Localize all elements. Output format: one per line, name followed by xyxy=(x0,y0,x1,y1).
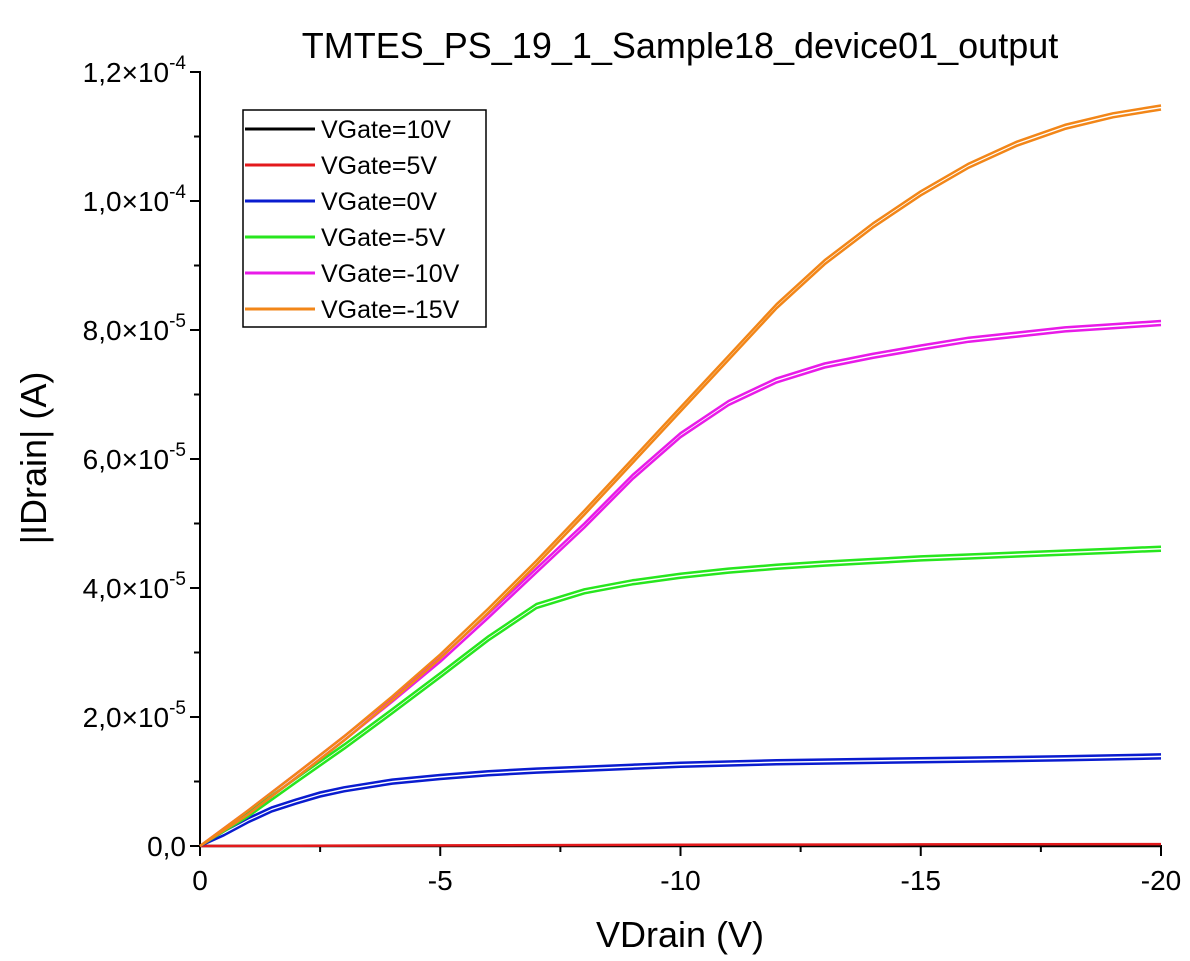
y-tick-label: 8,0×10-5 xyxy=(83,311,186,346)
x-tick-label: 0 xyxy=(192,865,208,896)
x-tick-label: -15 xyxy=(901,865,941,896)
series-line-return xyxy=(199,757,1162,848)
legend-label: VGate=10V xyxy=(321,116,451,144)
x-tick-label: -20 xyxy=(1141,865,1181,896)
y-tick-label: 0,0 xyxy=(147,831,186,862)
series-line-return xyxy=(199,108,1162,848)
chart-title: TMTES_PS_19_1_Sample18_device01_output xyxy=(302,25,1059,66)
y-tick-label: 1,0×10-4 xyxy=(83,182,187,217)
x-axis: 0 -5 -10 -15 -20 xyxy=(192,845,1181,896)
series-vgate-15v xyxy=(199,104,1162,848)
y-tick-label: 6,0×10-5 xyxy=(83,440,186,475)
series-line xyxy=(199,842,1162,848)
series-vgate-0v xyxy=(199,753,1162,848)
series-line xyxy=(199,545,1162,848)
legend-label: VGate=-5V xyxy=(321,224,446,252)
legend-label: VGate=-15V xyxy=(321,296,460,324)
x-axis-label: VDrain (V) xyxy=(596,914,764,955)
y-tick-label: 1,2×10-4 xyxy=(83,53,187,88)
x-tick-label: -5 xyxy=(428,865,453,896)
series-vgate-5v xyxy=(199,842,1162,848)
y-tick-label: 4,0×10-5 xyxy=(83,569,186,604)
y-axis: 0,0 2,0×10-5 4,0×10-5 6,0×10-5 8,0×10-5 1,0×1… xyxy=(83,53,201,862)
y-axis-label: |IDrain| (A) xyxy=(13,372,54,545)
series-vgate-5v xyxy=(199,545,1162,848)
legend-box xyxy=(242,109,487,328)
legend: VGate=10V VGate=5V VGate=0V VGate=-5V VGate=… xyxy=(242,109,487,328)
legend-label: VGate=-10V xyxy=(321,260,460,288)
y-tick-label: 2,0×10-5 xyxy=(83,698,186,733)
series-line-return xyxy=(199,549,1162,848)
series-line xyxy=(199,104,1162,848)
axes: 0 -5 -10 -15 -20 0,0 2,0×10-5 4,0×10-5 6,0×10-5… xyxy=(83,53,1182,896)
legend-label: VGate=0V xyxy=(321,188,437,216)
series-layer xyxy=(199,104,1162,848)
legend-label: VGate=5V xyxy=(321,152,437,180)
x-tick-label: -10 xyxy=(660,865,700,896)
series-line xyxy=(199,753,1162,848)
